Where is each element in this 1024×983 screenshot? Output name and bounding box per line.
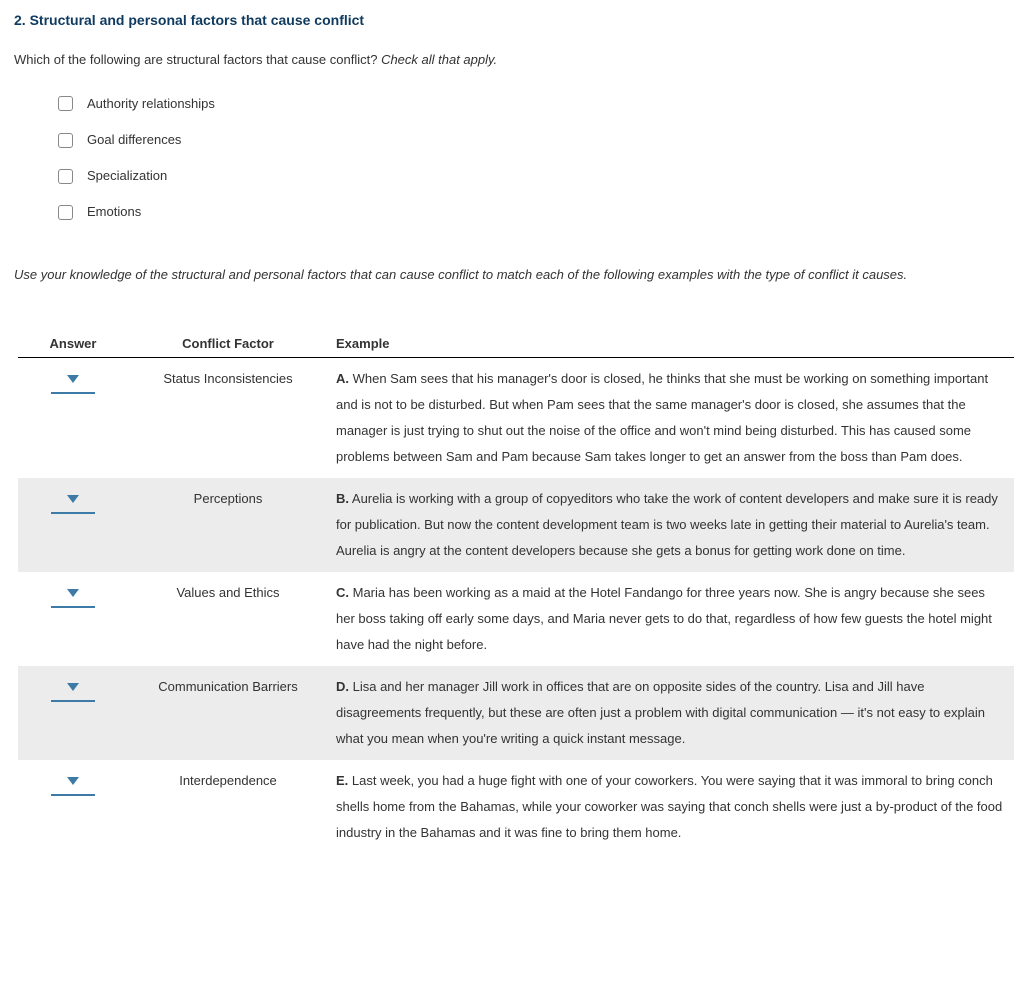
option-row[interactable]: Goal differences [58, 131, 1010, 149]
example-letter: D. [336, 679, 349, 694]
section-heading: 2. Structural and personal factors that … [14, 12, 1010, 28]
example-cell: C. Maria has been working as a maid at t… [328, 572, 1014, 666]
table-row: Communication BarriersD. Lisa and her ma… [18, 666, 1014, 760]
options-group: Authority relationships Goal differences… [58, 95, 1010, 222]
answer-dropdown[interactable] [51, 674, 95, 702]
conflict-factor: Communication Barriers [128, 666, 328, 760]
example-letter: A. [336, 371, 349, 386]
example-text: Maria has been working as a maid at the … [336, 585, 992, 652]
question-prompt: Which of the following are structural fa… [14, 50, 1010, 71]
answer-cell [18, 760, 128, 854]
checkbox[interactable] [58, 169, 73, 184]
answer-dropdown[interactable] [51, 486, 95, 514]
option-label: Authority relationships [87, 95, 215, 113]
option-row[interactable]: Authority relationships [58, 95, 1010, 113]
chevron-down-icon [66, 374, 80, 384]
example-letter: E. [336, 773, 348, 788]
question-prompt-text: Which of the following are structural fa… [14, 52, 381, 67]
table-row: Values and EthicsC. Maria has been worki… [18, 572, 1014, 666]
option-label: Goal differences [87, 131, 181, 149]
header-example: Example [328, 332, 1014, 358]
question-prompt-instruction: Check all that apply. [381, 52, 497, 67]
checkbox[interactable] [58, 205, 73, 220]
table-row: PerceptionsB. Aurelia is working with a … [18, 478, 1014, 572]
example-cell: A. When Sam sees that his manager's door… [328, 357, 1014, 478]
answer-cell [18, 572, 128, 666]
example-text: Lisa and her manager Jill work in office… [336, 679, 985, 746]
checkbox[interactable] [58, 133, 73, 148]
matching-table: Answer Conflict Factor Example Status In… [18, 332, 1014, 854]
answer-dropdown[interactable] [51, 580, 95, 608]
table-row: InterdependenceE. Last week, you had a h… [18, 760, 1014, 854]
answer-cell [18, 666, 128, 760]
example-letter: C. [336, 585, 349, 600]
option-row[interactable]: Emotions [58, 203, 1010, 221]
option-label: Specialization [87, 167, 167, 185]
answer-dropdown[interactable] [51, 366, 95, 394]
option-label: Emotions [87, 203, 141, 221]
option-row[interactable]: Specialization [58, 167, 1010, 185]
table-row: Status InconsistenciesA. When Sam sees t… [18, 357, 1014, 478]
header-answer: Answer [18, 332, 128, 358]
checkbox[interactable] [58, 96, 73, 111]
example-cell: D. Lisa and her manager Jill work in off… [328, 666, 1014, 760]
answer-cell [18, 478, 128, 572]
conflict-factor: Perceptions [128, 478, 328, 572]
example-text: When Sam sees that his manager's door is… [336, 371, 988, 464]
header-factor: Conflict Factor [128, 332, 328, 358]
example-letter: B. [336, 491, 349, 506]
conflict-factor: Status Inconsistencies [128, 357, 328, 478]
matching-instructions: Use your knowledge of the structural and… [14, 262, 1010, 288]
conflict-factor: Values and Ethics [128, 572, 328, 666]
example-cell: E. Last week, you had a huge fight with … [328, 760, 1014, 854]
chevron-down-icon [66, 494, 80, 504]
conflict-factor: Interdependence [128, 760, 328, 854]
answer-cell [18, 357, 128, 478]
example-cell: B. Aurelia is working with a group of co… [328, 478, 1014, 572]
example-text: Last week, you had a huge fight with one… [336, 773, 1002, 840]
example-text: Aurelia is working with a group of copye… [336, 491, 998, 558]
chevron-down-icon [66, 588, 80, 598]
chevron-down-icon [66, 776, 80, 786]
answer-dropdown[interactable] [51, 768, 95, 796]
chevron-down-icon [66, 682, 80, 692]
